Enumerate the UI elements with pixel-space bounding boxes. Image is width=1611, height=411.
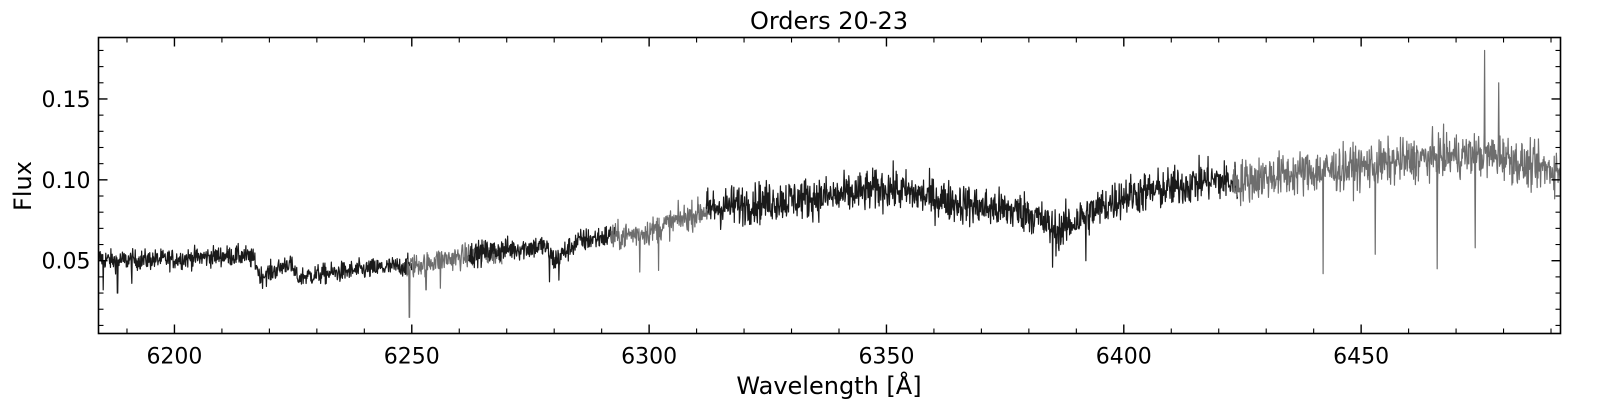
x-tick-label: 6400	[1096, 345, 1152, 370]
spectrum-series-2	[406, 240, 503, 318]
spectrum-series-5	[705, 154, 1239, 268]
y-tick-label: 0.05	[42, 250, 91, 275]
series-layer	[98, 49, 1561, 318]
chart-title: Orders 20-23	[750, 7, 908, 35]
x-tick-label: 6300	[621, 345, 677, 370]
x-tick-label: 6450	[1333, 345, 1389, 370]
tick-layer: 6200 6250 6300 6350 6400 6450 0.05 0.10 0.15	[42, 37, 1561, 370]
x-tick-label: 6200	[146, 345, 202, 370]
x-axis-label: Wavelength [Å]	[736, 371, 921, 400]
spectrum-series-1	[98, 242, 413, 294]
x-tick-label: 6350	[858, 345, 914, 370]
x-tick-label: 6250	[384, 345, 440, 370]
plot-frame	[97, 36, 1562, 335]
spectrum-series-4	[610, 196, 712, 273]
y-tick-label: 0.10	[42, 169, 91, 194]
spectrum-series-6	[1232, 49, 1561, 275]
spectrum-series-3	[468, 225, 616, 283]
y-axis-label: Flux	[9, 161, 37, 211]
y-tick-label: 0.15	[42, 88, 91, 113]
